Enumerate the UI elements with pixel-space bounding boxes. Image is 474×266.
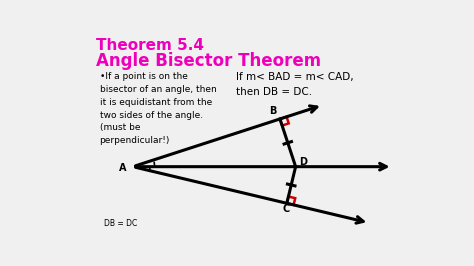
Text: C: C [283,204,290,214]
Text: D: D [299,157,307,167]
Text: DB = DC: DB = DC [104,219,137,228]
Text: Theorem 5.4: Theorem 5.4 [96,38,204,53]
Text: •If a point is on the
bisector of an angle, then
it is equidistant from the
two : •If a point is on the bisector of an ang… [100,72,216,145]
Text: B: B [269,106,276,116]
Text: If m< BAD = m< CAD,
then DB = DC.: If m< BAD = m< CAD, then DB = DC. [236,72,354,97]
Text: Angle Bisector Theorem: Angle Bisector Theorem [96,52,321,70]
Text: A: A [119,163,127,173]
